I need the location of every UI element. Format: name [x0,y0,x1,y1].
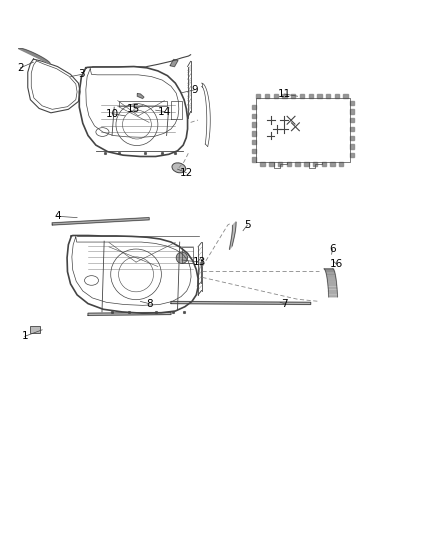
Text: 13: 13 [193,257,206,267]
Ellipse shape [172,163,186,173]
Polygon shape [313,161,317,166]
Polygon shape [327,279,336,280]
Text: 4: 4 [54,211,61,221]
Polygon shape [230,222,236,249]
Polygon shape [350,135,354,140]
Polygon shape [350,153,354,157]
Polygon shape [252,105,256,109]
Polygon shape [278,161,283,166]
Text: 6: 6 [329,244,336,254]
Polygon shape [321,161,326,166]
Text: 1: 1 [21,332,28,341]
Polygon shape [252,157,256,161]
Polygon shape [295,161,300,166]
Text: 3: 3 [78,69,85,79]
Polygon shape [335,94,339,99]
Polygon shape [304,161,308,166]
Polygon shape [328,287,337,288]
Polygon shape [328,282,336,283]
Polygon shape [265,94,269,99]
Polygon shape [256,94,261,99]
Polygon shape [328,284,337,285]
Polygon shape [350,118,354,123]
Polygon shape [274,94,278,99]
Polygon shape [283,94,287,99]
Polygon shape [261,161,265,166]
Text: 9: 9 [192,85,198,95]
Text: 14: 14 [158,107,171,117]
Text: 8: 8 [146,298,152,309]
Polygon shape [18,48,50,64]
Polygon shape [308,94,313,99]
Polygon shape [350,144,354,149]
Polygon shape [252,114,256,118]
Polygon shape [328,294,337,295]
Polygon shape [328,290,337,292]
Polygon shape [343,94,348,99]
Polygon shape [330,161,335,166]
FancyBboxPatch shape [30,326,40,333]
Circle shape [176,252,187,263]
Polygon shape [291,94,295,99]
Polygon shape [300,94,304,99]
Polygon shape [88,312,171,316]
Text: 15: 15 [127,104,141,114]
Polygon shape [350,101,354,105]
Polygon shape [252,149,256,153]
Polygon shape [328,285,337,286]
Polygon shape [350,127,354,131]
Text: 16: 16 [330,260,343,269]
Polygon shape [170,60,178,67]
Text: 7: 7 [281,298,288,309]
Polygon shape [328,292,337,293]
Polygon shape [326,94,330,99]
Polygon shape [252,123,256,127]
Polygon shape [339,161,343,166]
Polygon shape [252,131,256,135]
Polygon shape [327,278,336,279]
Polygon shape [328,296,338,297]
Polygon shape [269,161,274,166]
Text: 2: 2 [17,63,24,73]
Polygon shape [317,94,321,99]
Polygon shape [52,217,149,225]
Polygon shape [350,109,354,114]
Polygon shape [252,140,256,144]
Text: 5: 5 [244,220,251,230]
Text: 11: 11 [278,89,291,99]
Text: 12: 12 [180,168,193,177]
Polygon shape [287,161,291,166]
Text: 10: 10 [106,109,119,119]
Polygon shape [171,302,311,304]
Polygon shape [138,94,144,99]
